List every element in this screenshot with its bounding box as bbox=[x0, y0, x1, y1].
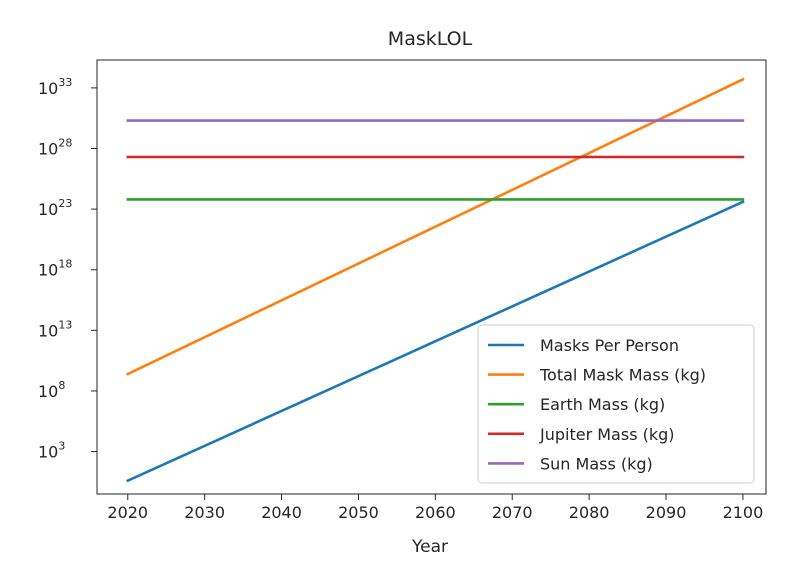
series-line-1 bbox=[126, 77, 745, 376]
y-tick-label: 1013 bbox=[38, 318, 72, 340]
x-tick-label: 2100 bbox=[723, 503, 764, 522]
legend-label: Total Mask Mass (kg) bbox=[539, 366, 706, 385]
x-tick-label: 2030 bbox=[184, 503, 225, 522]
x-tick-label: 2090 bbox=[646, 503, 687, 522]
legend-box bbox=[477, 324, 755, 484]
y-axis: 103 108 1013 1018 1023 1028 1033 bbox=[38, 76, 97, 462]
legend-label: Sun Mass (kg) bbox=[540, 454, 653, 473]
y-tick-label: 1023 bbox=[38, 197, 72, 219]
y-tick-label: 108 bbox=[38, 379, 65, 401]
x-tick-label: 2060 bbox=[415, 503, 456, 522]
x-tick-label: 2070 bbox=[492, 503, 533, 522]
x-axis-label: Year bbox=[411, 537, 448, 557]
x-tick-label: 2020 bbox=[107, 503, 148, 522]
y-tick-label: 103 bbox=[38, 440, 65, 462]
chart-title: MaskLOL bbox=[388, 28, 473, 50]
x-axis: 2020 2030 2040 2050 2060 2070 2080 2090 2100 bbox=[107, 494, 763, 522]
plot-frame bbox=[96, 59, 767, 495]
legend-label: Earth Mass (kg) bbox=[540, 395, 665, 414]
x-tick-label: 2050 bbox=[338, 503, 379, 522]
legend: Masks Per Person Total Mask Mass (kg) Eart… bbox=[477, 324, 755, 484]
x-tick-label: 2080 bbox=[569, 503, 610, 522]
legend-label: Masks Per Person bbox=[540, 336, 679, 355]
x-tick-label: 2040 bbox=[261, 503, 302, 522]
series-line-0 bbox=[126, 200, 745, 483]
y-tick-label: 1028 bbox=[38, 136, 72, 158]
y-tick-label: 1033 bbox=[38, 76, 72, 98]
legend-label: Jupiter Mass (kg) bbox=[539, 425, 675, 444]
y-tick-label: 1018 bbox=[38, 258, 72, 280]
series-layer bbox=[126, 77, 745, 483]
